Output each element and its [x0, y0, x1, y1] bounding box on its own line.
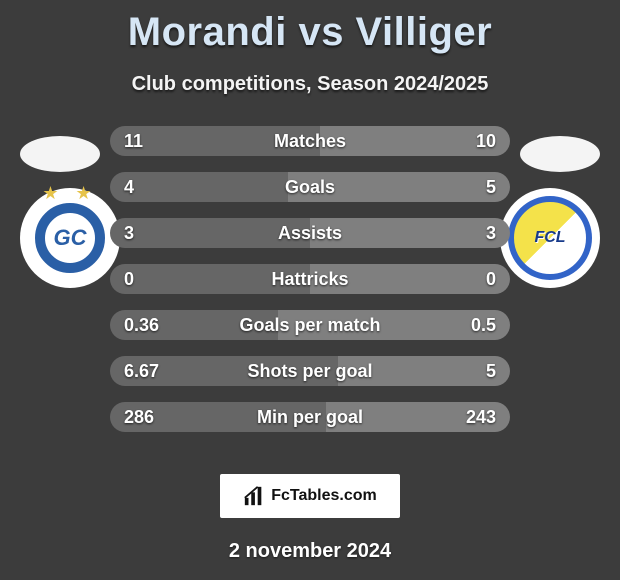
team-badge-left: ★ ★ GC — [20, 188, 120, 288]
stat-value-left: 3 — [124, 218, 134, 248]
stat-value-right: 5 — [486, 172, 496, 202]
stat-label: Min per goal — [110, 402, 510, 432]
stat-value-left: 0 — [124, 264, 134, 294]
stat-label: Hattricks — [110, 264, 510, 294]
stat-value-right: 0.5 — [471, 310, 496, 340]
player-left-silhouette — [20, 136, 100, 172]
stat-value-right: 243 — [466, 402, 496, 432]
player-right-silhouette — [520, 136, 600, 172]
stat-label: Matches — [110, 126, 510, 156]
brand-logo: FcTables.com — [220, 474, 400, 518]
team-badge-right-text: FCL — [508, 196, 592, 280]
stat-value-left: 4 — [124, 172, 134, 202]
stat-row: Min per goal286 243 — [110, 402, 510, 432]
stat-row: Goals4 5 — [110, 172, 510, 202]
stat-label: Goals — [110, 172, 510, 202]
stat-value-left: 6.67 — [124, 356, 159, 386]
page-title: Morandi vs Villiger — [0, 0, 620, 55]
stat-row: Matches11 10 — [110, 126, 510, 156]
star-icon: ★ ★ — [35, 183, 105, 204]
stat-label: Shots per goal — [110, 356, 510, 386]
comparison-block: ★ ★ GC FCL Matches11 10 Goals4 5 Assists3 3 Ha… — [0, 126, 620, 456]
date: 2 november 2024 — [0, 540, 620, 563]
brand-text: FcTables.com — [271, 487, 377, 505]
stat-label: Goals per match — [110, 310, 510, 340]
subtitle: Club competitions, Season 2024/2025 — [0, 73, 620, 96]
stat-value-left: 0.36 — [124, 310, 159, 340]
stat-label: Assists — [110, 218, 510, 248]
stat-row: Shots per goal6.67 5 — [110, 356, 510, 386]
stat-value-right: 3 — [486, 218, 496, 248]
stat-row: Hattricks0 0 — [110, 264, 510, 294]
team-badge-left-text: GC — [35, 203, 105, 273]
stat-rows: Matches11 10 Goals4 5 Assists3 3 Hattricks0 0 Go… — [110, 126, 510, 448]
stat-value-right: 0 — [486, 264, 496, 294]
stat-row: Assists3 3 — [110, 218, 510, 248]
stat-value-right: 10 — [476, 126, 496, 156]
bar-chart-icon — [243, 485, 265, 507]
stat-value-right: 5 — [486, 356, 496, 386]
stat-value-left: 11 — [124, 126, 143, 156]
stat-value-left: 286 — [124, 402, 154, 432]
stat-row: Goals per match0.36 0.5 — [110, 310, 510, 340]
team-badge-right: FCL — [500, 188, 600, 288]
